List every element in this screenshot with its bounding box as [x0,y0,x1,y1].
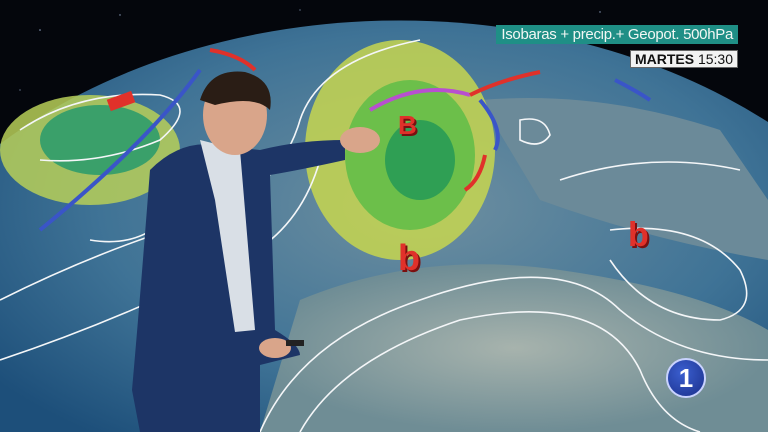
day-label: MARTES [634,51,695,67]
low-pressure-label: B [398,110,417,140]
europe-land [480,98,768,260]
low-pressure-label: b [628,216,649,254]
pressure-marker [106,90,136,112]
map-caption: Isobaras + precip.+ Geopot. 500hPa [496,25,738,44]
time-label: 15:30 [697,51,733,67]
africa-land [260,264,768,432]
fronts [38,48,652,232]
presenter [132,71,380,432]
low-pressure-label: b [398,237,420,278]
precipitation [0,40,495,260]
channel-logo: 1 [666,358,706,398]
day-time-badge: MARTES 15:30 [629,50,738,68]
